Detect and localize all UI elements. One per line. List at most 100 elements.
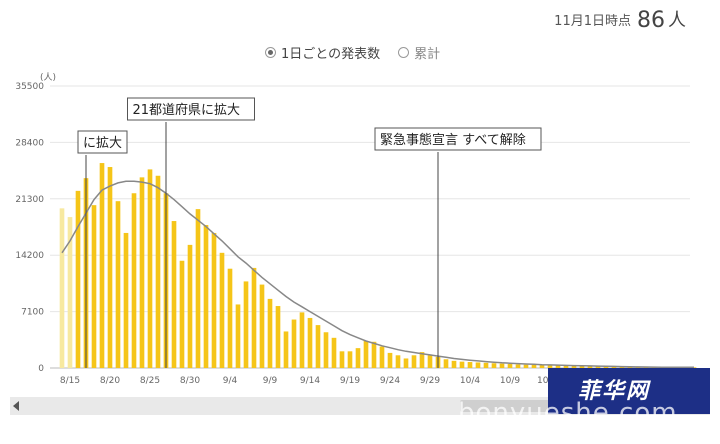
bar [491,363,497,368]
bar [411,355,417,368]
x-tick-label: 9/4 [223,376,238,386]
bar [475,362,481,368]
status-header: 11月1日時点 86 人 [554,6,686,33]
bar [619,366,625,368]
bar [203,225,209,368]
x-tick-label: 8/15 [60,376,80,386]
annotation-box [77,130,128,154]
y-tick-label: 0 [38,364,44,374]
bar [611,366,617,368]
bar [459,361,465,368]
watermark-logo: 菲华网 [548,368,710,414]
x-tick-label: 10/9 [500,376,520,386]
bar [355,348,361,368]
watermark-text-en: bonyueshe.com [458,398,678,428]
bar [371,341,377,368]
bar [363,340,369,368]
bar [267,298,273,368]
bar [403,358,409,368]
view-mode-toggle: 1日ごとの発表数 累計 [265,43,440,62]
daily-option-label: 1日ごとの発表数 [281,47,381,62]
radio-unchecked-icon[interactable] [398,47,410,58]
cumulative-option[interactable]: 累計 [398,43,440,62]
bar [147,169,153,368]
bar [219,252,225,368]
bar [307,317,313,368]
bar [235,304,241,368]
bar [283,331,289,368]
bar [395,355,401,368]
bar [299,312,305,368]
bar [571,365,577,368]
bar [131,193,137,368]
y-axis: 0 7100 14200 21300 28400 35500(人) [15,72,56,374]
bar [419,352,425,368]
bar [387,352,393,368]
bar [155,175,161,368]
bar [595,366,601,368]
bar [291,319,297,368]
bar [115,201,121,368]
bar [123,232,129,368]
y-tick-label: 7100 [21,308,44,318]
annotation-box [374,127,542,151]
bar [539,364,545,368]
bar [507,364,513,368]
case-count: 86 [637,8,665,33]
x-tick-label: 9/9 [263,376,278,386]
bar [187,244,193,368]
y-tick-label: 28400 [15,138,44,148]
bar [547,365,553,368]
bar [227,268,233,368]
x-tick-label: 9/24 [380,376,400,386]
bar [243,281,249,368]
annotation: 緊急事態宣言 すべて解除 [374,127,542,368]
bar [91,205,97,368]
scroll-left-arrow-icon[interactable] [13,401,19,411]
bar [499,363,505,368]
y-tick-label: 35500 [15,82,44,92]
bar [75,190,81,368]
annotation-text: に拡大 [83,136,122,151]
bar [531,364,537,368]
bar [331,337,337,368]
cumulative-option-label: 累計 [414,47,441,62]
bar [59,208,65,368]
radio-checked-icon[interactable] [265,47,276,58]
bar [211,232,217,368]
bar [523,364,529,368]
x-tick-label: 9/14 [300,376,320,386]
y-tick-label: 14200 [15,251,44,261]
bar [563,365,569,368]
bar [275,306,281,368]
annotation: に拡大 [77,130,128,368]
watermark-text-cn: 菲华网 [578,379,651,404]
daily-option[interactable]: 1日ごとの発表数 [265,43,380,62]
bar [427,355,433,368]
bar [251,267,257,368]
x-tick-label: 9/29 [420,376,440,386]
average-line [61,180,694,369]
bar [579,365,585,368]
bar [515,364,521,368]
annotation-text: 21都道府県に拡大 [133,103,241,118]
annotation-text: 緊急事態宣言 すべて解除 [380,132,526,148]
x-tick-label: 9/19 [340,376,360,386]
bar [315,325,321,368]
bar [107,167,113,368]
x-tick-label: 8/25 [140,376,160,386]
x-tick-label: 8/30 [180,376,200,386]
bar [467,362,473,368]
bar [443,359,449,368]
annotation: 21都道府県に拡大 [127,97,255,368]
bar [339,351,345,368]
bar [603,366,609,368]
bar [451,360,457,368]
x-tick-label: 10/4 [460,376,480,386]
bar [483,362,489,368]
case-unit: 人 [668,10,686,31]
bar [171,221,177,368]
as-of-date: 11月1日時点 [554,14,631,29]
average-series-line [61,180,694,369]
